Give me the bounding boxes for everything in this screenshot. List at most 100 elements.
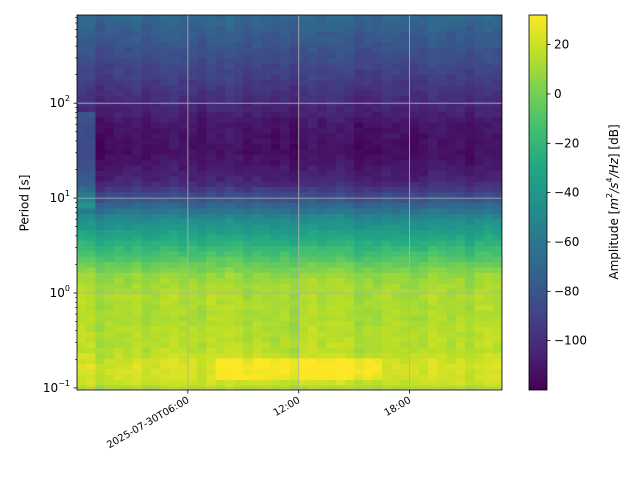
heatmap-cell <box>95 234 106 241</box>
heatmap-cell <box>455 20 466 27</box>
heatmap-cell <box>215 90 226 96</box>
heatmap-cell <box>150 186 161 193</box>
heatmap-cell <box>391 202 401 209</box>
heatmap-cell <box>261 47 272 54</box>
heatmap-cell <box>234 47 244 54</box>
heatmap-cell <box>104 41 115 48</box>
heatmap-cell <box>298 132 309 139</box>
heatmap-cell <box>335 352 346 359</box>
heatmap-cell <box>437 41 448 48</box>
heatmap-cell <box>492 266 502 273</box>
heatmap-cell <box>280 298 291 305</box>
heatmap-cell <box>400 132 411 139</box>
heatmap-cell <box>409 261 420 268</box>
heatmap-cell <box>104 223 115 230</box>
heatmap-cell <box>261 181 272 188</box>
heatmap-cell <box>317 36 328 43</box>
heatmap-cell <box>428 57 438 64</box>
heatmap-cell <box>307 320 318 327</box>
heatmap-cell <box>363 68 374 75</box>
heatmap-cell <box>141 347 152 354</box>
heatmap-cell <box>455 213 466 220</box>
heatmap-cell <box>178 84 189 91</box>
heatmap-cell <box>326 357 337 364</box>
heatmap-cell <box>418 154 429 161</box>
heatmap-cell <box>437 15 448 21</box>
heatmap-cell <box>326 132 337 139</box>
heatmap-cell <box>474 132 485 139</box>
heatmap-cell <box>160 240 170 246</box>
heatmap-cell <box>123 132 134 139</box>
heatmap-cell <box>243 31 254 38</box>
heatmap-cell <box>141 325 152 332</box>
heatmap-cell <box>123 373 134 380</box>
heatmap-cell <box>354 159 365 166</box>
heatmap-cell <box>492 347 502 354</box>
heatmap-cell <box>298 122 309 129</box>
heatmap-cell <box>234 138 244 145</box>
heatmap-cell <box>335 170 346 177</box>
heatmap-cell <box>317 127 328 134</box>
heatmap-cell <box>391 100 401 107</box>
heatmap-cell <box>261 373 272 380</box>
heatmap-cell <box>492 197 502 204</box>
heatmap-cell <box>465 100 475 107</box>
heatmap-cell <box>132 304 143 311</box>
heatmap-cell <box>298 52 309 59</box>
heatmap-cell <box>428 379 438 386</box>
heatmap-cell <box>206 202 217 209</box>
heatmap-cell <box>280 165 291 171</box>
heatmap-cell <box>169 159 180 166</box>
heatmap-cell <box>335 325 346 332</box>
heatmap-cell <box>178 357 189 364</box>
heatmap-cell <box>363 234 374 241</box>
heatmap-cell <box>197 165 207 171</box>
heatmap-cell <box>234 84 244 91</box>
heatmap-cell <box>465 68 475 75</box>
heatmap-cell <box>409 79 420 86</box>
heatmap-cell <box>261 223 272 230</box>
heatmap-cell <box>307 57 318 64</box>
heatmap-cell <box>326 52 337 59</box>
heatmap-cell <box>123 207 134 214</box>
heatmap-cell <box>335 261 346 268</box>
heatmap-cell <box>428 127 438 134</box>
heatmap-cell <box>234 223 244 230</box>
heatmap-cell <box>307 293 318 300</box>
heatmap-cell <box>132 256 143 263</box>
heatmap-cell <box>178 213 189 220</box>
heatmap-cell <box>354 266 365 273</box>
heatmap-cell <box>206 57 217 64</box>
heatmap-cell <box>271 218 281 225</box>
heatmap-cell <box>317 186 328 193</box>
heatmap-cell <box>150 368 161 375</box>
heatmap-cell <box>418 256 429 263</box>
heatmap-cell <box>77 57 87 64</box>
heatmap-cell <box>197 175 207 182</box>
heatmap-cell <box>169 207 180 214</box>
heatmap-cell <box>224 84 235 91</box>
heatmap-cell <box>298 261 309 268</box>
heatmap-cell <box>400 20 411 27</box>
heatmap-cell <box>492 320 502 327</box>
heatmap-cell <box>141 15 152 21</box>
heatmap-cell <box>224 320 235 327</box>
heatmap-cell <box>141 218 152 225</box>
heatmap-cell <box>95 132 106 139</box>
heatmap-cell <box>123 191 134 198</box>
heatmap-cell <box>261 57 272 64</box>
heatmap-cell <box>123 170 134 177</box>
heatmap-cell <box>197 373 207 380</box>
heatmap-cell <box>483 36 494 43</box>
heatmap-cell <box>381 165 392 171</box>
heatmap-cell <box>243 63 254 70</box>
heatmap-cell <box>344 31 355 38</box>
heatmap-cell <box>326 84 337 91</box>
heatmap-cell <box>391 347 401 354</box>
heatmap-cell <box>391 36 401 43</box>
heatmap-cell <box>307 213 318 220</box>
heatmap-cell <box>317 52 328 59</box>
heatmap-cell <box>261 266 272 273</box>
heatmap-cell <box>224 79 235 86</box>
heatmap-cell <box>123 154 134 161</box>
